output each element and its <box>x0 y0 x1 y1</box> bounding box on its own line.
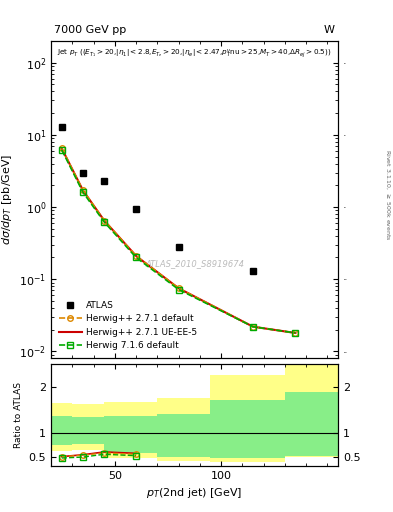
Herwig++ 2.7.1 UE-EE-5 <box>102 218 107 224</box>
Line: ATLAS: ATLAS <box>58 123 257 274</box>
ATLAS <box>81 169 85 176</box>
Text: Jet $p_T$ (($E_{T_1}$$>$20,$|\eta_1|$$<$2.8,$E_{T_e}$$>$20,$|\eta_e|$$<$2.47,$p_: Jet $p_T$ (($E_{T_1}$$>$20,$|\eta_1|$$<$… <box>57 47 331 60</box>
Text: Rivet 3.1.10, $\geq$ 500k events: Rivet 3.1.10, $\geq$ 500k events <box>384 148 391 241</box>
Herwig++ 2.7.1 default <box>81 187 85 194</box>
Text: W: W <box>324 25 335 35</box>
Herwig++ 2.7.1 default <box>251 324 255 330</box>
ATLAS <box>134 206 138 212</box>
Herwig++ 2.7.1 default <box>176 285 181 291</box>
Herwig 7.1.6 default <box>134 254 138 261</box>
Y-axis label: Ratio to ATLAS: Ratio to ATLAS <box>14 382 23 447</box>
ATLAS <box>102 178 107 184</box>
ATLAS <box>59 123 64 130</box>
Herwig++ 2.7.1 UE-EE-5 <box>176 285 181 291</box>
Herwig++ 2.7.1 default <box>102 218 107 224</box>
Y-axis label: $d\sigma/dp_T$ [pb/GeV]: $d\sigma/dp_T$ [pb/GeV] <box>0 154 14 245</box>
Herwig++ 2.7.1 UE-EE-5 <box>81 187 85 194</box>
Herwig++ 2.7.1 default <box>293 330 298 336</box>
Herwig 7.1.6 default <box>293 330 298 336</box>
Herwig++ 2.7.1 UE-EE-5 <box>251 324 255 330</box>
Line: Herwig 7.1.6 default: Herwig 7.1.6 default <box>59 147 298 336</box>
Herwig 7.1.6 default <box>81 189 85 196</box>
Herwig 7.1.6 default <box>176 286 181 292</box>
Legend: ATLAS, Herwig++ 2.7.1 default, Herwig++ 2.7.1 UE-EE-5, Herwig 7.1.6 default: ATLAS, Herwig++ 2.7.1 default, Herwig++ … <box>55 297 201 354</box>
Herwig++ 2.7.1 UE-EE-5 <box>134 253 138 259</box>
Line: Herwig++ 2.7.1 default: Herwig++ 2.7.1 default <box>59 145 298 336</box>
X-axis label: $p_T$(2nd jet) [GeV]: $p_T$(2nd jet) [GeV] <box>147 486 242 500</box>
Herwig++ 2.7.1 UE-EE-5 <box>59 145 64 152</box>
Herwig 7.1.6 default <box>59 147 64 153</box>
Herwig++ 2.7.1 default <box>134 253 138 259</box>
ATLAS <box>251 268 255 274</box>
Line: Herwig++ 2.7.1 UE-EE-5: Herwig++ 2.7.1 UE-EE-5 <box>62 148 296 333</box>
Text: 7000 GeV pp: 7000 GeV pp <box>54 25 126 35</box>
Text: ATLAS_2010_S8919674: ATLAS_2010_S8919674 <box>145 259 244 268</box>
Herwig++ 2.7.1 UE-EE-5 <box>293 330 298 336</box>
ATLAS <box>176 244 181 250</box>
Herwig++ 2.7.1 default <box>59 145 64 152</box>
Herwig 7.1.6 default <box>251 324 255 330</box>
Herwig 7.1.6 default <box>102 219 107 225</box>
